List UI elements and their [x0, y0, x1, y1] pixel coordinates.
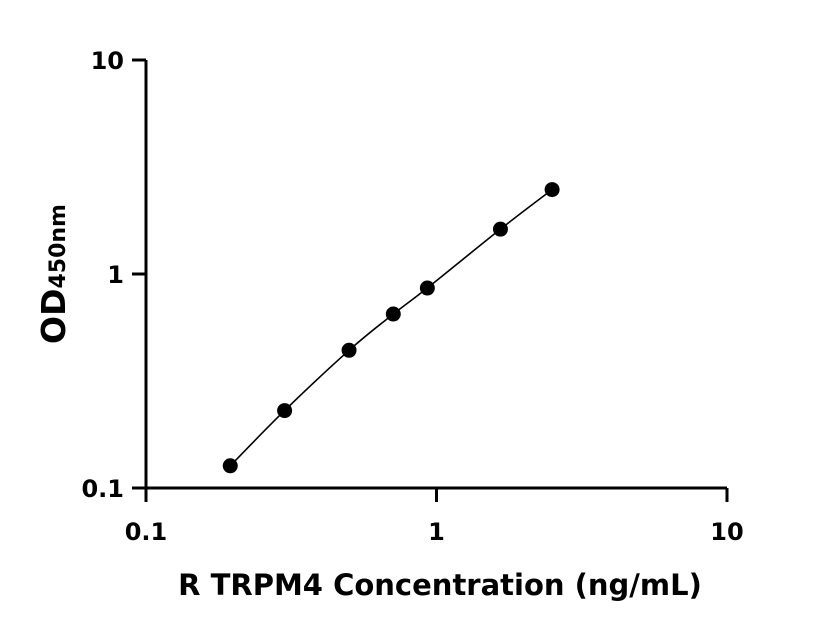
data-point: [277, 403, 293, 419]
data-point: [492, 221, 508, 237]
axes-group: [144, 60, 727, 490]
y-tick-label: 0.1: [81, 475, 124, 503]
data-point: [419, 280, 435, 296]
x-axis-title: R TRPM4 Concentration (ng/mL): [178, 568, 702, 602]
data-point: [385, 306, 401, 322]
tick-labels-group: 0.1 1 10 0.1 1 10: [81, 47, 743, 546]
x-tick-label: 10: [710, 518, 743, 546]
y-tick-label: 10: [91, 47, 124, 75]
data-points-group: [222, 182, 560, 474]
x-tick-label: 0.1: [125, 518, 168, 546]
data-point: [341, 342, 357, 358]
y-axis-title-group: OD450nm: [34, 204, 73, 344]
y-axis-title-main: OD: [34, 289, 73, 344]
y-axis-title: OD450nm: [34, 204, 73, 344]
ticks-group: [132, 58, 729, 502]
data-point: [222, 458, 238, 474]
y-tick-label: 1: [107, 261, 124, 289]
y-axis-title-sub: 450nm: [46, 204, 71, 289]
x-tick-label: 1: [428, 518, 445, 546]
data-point: [544, 182, 560, 198]
